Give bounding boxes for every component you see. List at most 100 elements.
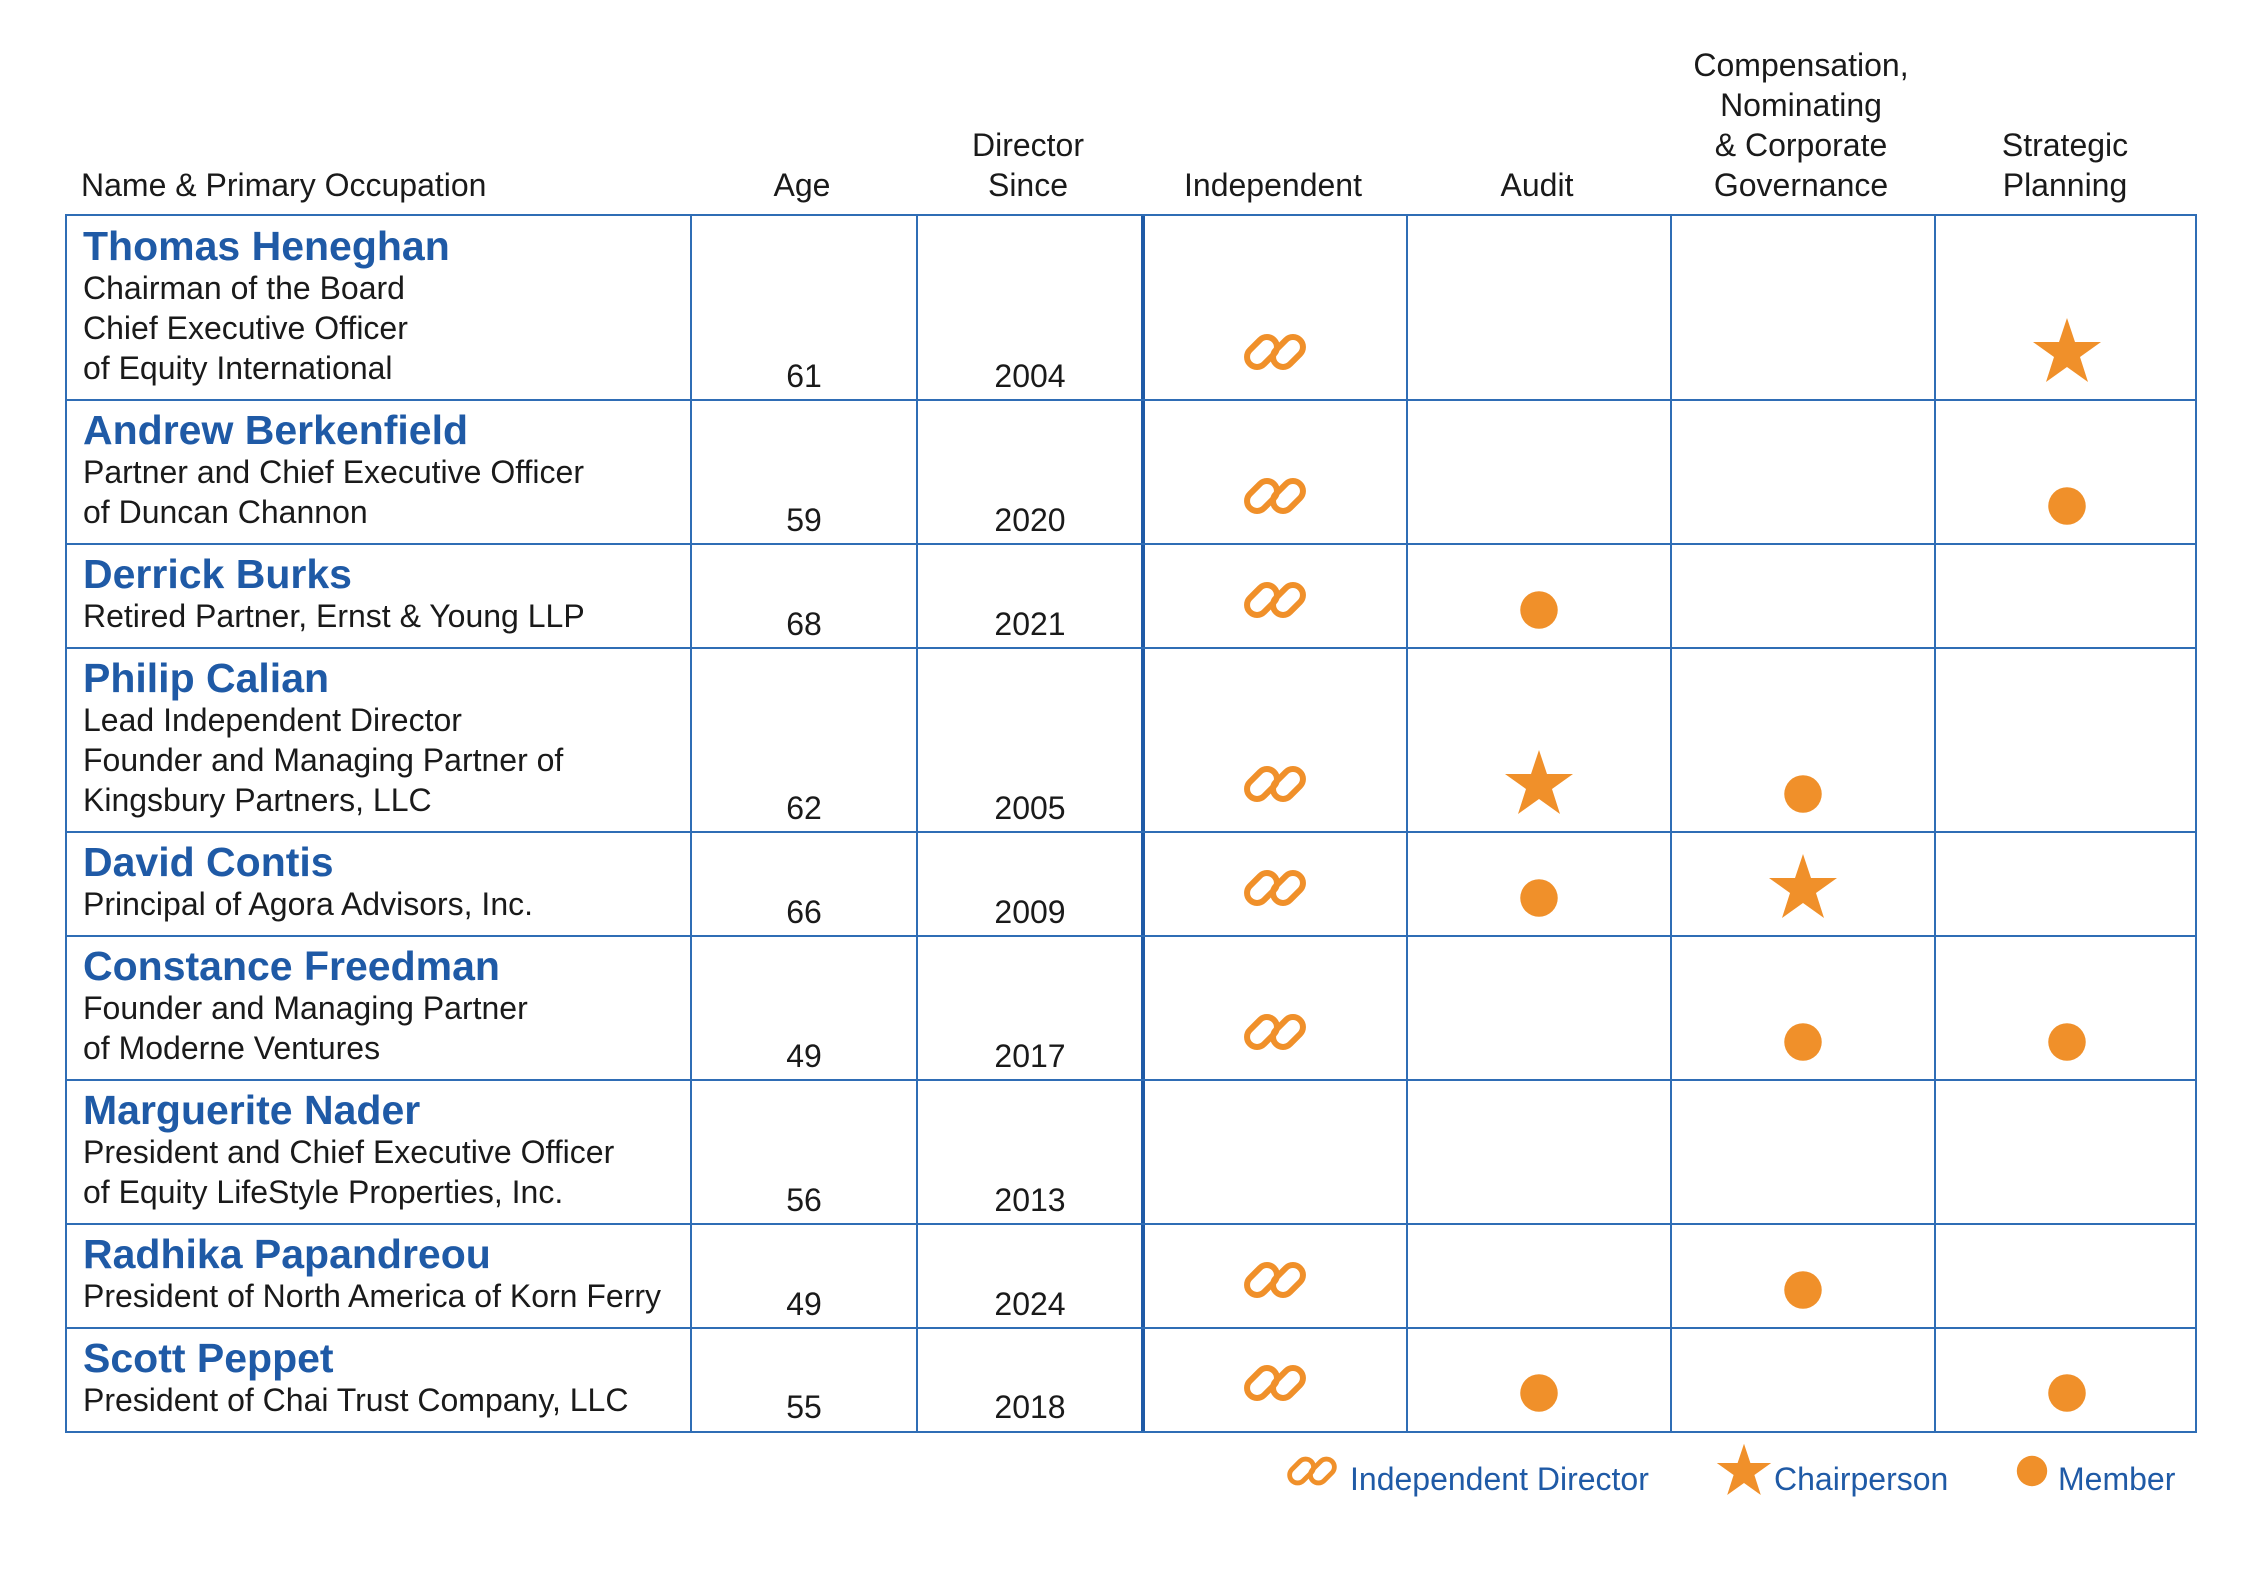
legend-chair-label: Chairperson <box>1774 1461 1949 1497</box>
star-icon <box>1769 854 1837 918</box>
star-icon <box>1505 750 1573 814</box>
director-since: 2020 <box>994 502 1066 538</box>
director-occupation-line: President of Chai Trust Company, LLC <box>83 1382 629 1418</box>
director-age: 55 <box>786 1389 822 1425</box>
director-name: Radhika Papandreou <box>83 1231 491 1277</box>
table-row: Scott Peppet President of Chai Trust Comp… <box>67 1328 2195 1431</box>
director-occupation-line: Chairman of the Board <box>83 270 405 306</box>
director-age: 62 <box>786 790 822 826</box>
table-row: Constance Freedman Founder and Managing P… <box>67 936 2195 1080</box>
director-name: David Contis <box>83 839 334 885</box>
header-name: Name & Primary Occupation <box>81 167 487 203</box>
director-name: Marguerite Nader <box>83 1087 421 1133</box>
header-strategic-line2: Planning <box>2002 167 2128 203</box>
header-compensation-line2: Nominating <box>1720 87 1882 123</box>
legend-member-label: Member <box>2058 1461 2176 1497</box>
row-divider <box>67 831 2195 833</box>
table-divider <box>1406 216 1408 1431</box>
table-divider-thick <box>1141 216 1145 1431</box>
table-row: David Contis Principal of Agora Advisors,… <box>67 832 2195 936</box>
circle-icon <box>2016 1455 2048 1487</box>
header-compensation-line3: & Corporate <box>1714 127 1888 163</box>
header-audit: Audit <box>1500 167 1574 203</box>
table-row: Marguerite Nader President and Chief Exec… <box>67 1080 2195 1224</box>
row-divider <box>67 1079 2195 1081</box>
link-icon <box>1244 870 1306 906</box>
row-divider <box>67 647 2195 649</box>
header-compensation-line4: Governance <box>1713 167 1889 203</box>
director-age: 59 <box>786 502 822 538</box>
director-since: 2005 <box>994 790 1066 826</box>
header-director-since-line1: Director <box>971 127 1084 163</box>
director-occupation-line: of Moderne Ventures <box>83 1030 381 1066</box>
directors-table: Thomas Heneghan Chairman of the Board Chie… <box>65 214 2197 1433</box>
director-since: 2017 <box>994 1038 1066 1074</box>
circle-icon <box>1784 1023 1822 1061</box>
circle-icon <box>2048 487 2086 525</box>
director-occupation-line: Retired Partner, Ernst & Young LLP <box>83 598 585 634</box>
director-since: 2004 <box>994 358 1066 394</box>
director-name: Derrick Burks <box>83 551 352 597</box>
director-occupation-line: Principal of Agora Advisors, Inc. <box>83 886 533 922</box>
table-row: Derrick Burks Retired Partner, Ernst & Yo… <box>67 544 2195 648</box>
director-age: 66 <box>786 894 822 930</box>
row-divider <box>67 1223 2195 1225</box>
header-director-since: Director Since <box>915 125 1141 205</box>
link-icon <box>1244 478 1306 514</box>
header-independent: Independent <box>1184 167 1362 203</box>
director-occupation-line: Founder and Managing Partner <box>83 990 528 1026</box>
link-icon <box>1244 334 1306 370</box>
row-divider <box>67 1327 2195 1329</box>
director-age: 68 <box>786 606 822 642</box>
director-occupation-line: of Duncan Channon <box>83 494 368 530</box>
director-name: Andrew Berkenfield <box>83 407 469 453</box>
director-occupation-line: Partner and Chief Executive Officer <box>83 454 584 490</box>
director-name: Philip Calian <box>83 655 330 701</box>
header-compensation: Compensation, Nominating & Corporate Gov… <box>1669 45 1933 205</box>
director-name: Scott Peppet <box>83 1335 334 1381</box>
header-age: Age <box>773 167 831 203</box>
table-divider <box>916 216 918 1431</box>
star-icon <box>2033 318 2101 382</box>
circle-icon <box>1520 591 1558 629</box>
circle-icon <box>2048 1374 2086 1412</box>
legend: Independent Director Chairperson Member <box>1280 1443 2200 1511</box>
director-name: Thomas Heneghan <box>83 223 450 269</box>
header-strategic-line1: Strategic <box>2001 127 2129 163</box>
table-divider <box>1670 216 1672 1431</box>
link-icon <box>1287 1456 1337 1486</box>
link-icon <box>1244 1365 1306 1401</box>
star-icon <box>1716 1443 1772 1495</box>
link-icon <box>1244 582 1306 618</box>
director-age: 61 <box>786 358 822 394</box>
director-occupation-line: Chief Executive Officer <box>83 310 408 346</box>
table-row: Thomas Heneghan Chairman of the Board Chie… <box>67 216 2195 400</box>
director-since: 2018 <box>994 1389 1066 1425</box>
row-divider <box>67 935 2195 937</box>
row-divider <box>67 399 2195 401</box>
director-since: 2024 <box>994 1286 1066 1322</box>
director-occupation-line: President of North America of Korn Ferry <box>83 1278 661 1314</box>
circle-icon <box>1520 879 1558 917</box>
director-occupation-line: Lead Independent Director <box>83 702 462 738</box>
header-director-since-line2: Since <box>987 167 1069 203</box>
director-occupation-line: President and Chief Executive Officer <box>83 1134 615 1170</box>
director-name: Constance Freedman <box>83 943 500 989</box>
circle-icon <box>1520 1374 1558 1412</box>
director-occupation-line: of Equity International <box>83 350 393 386</box>
director-since: 2021 <box>994 606 1066 642</box>
table-row: Andrew Berkenfield Partner and Chief Exec… <box>67 400 2195 544</box>
table-divider <box>1934 216 1936 1431</box>
director-age: 56 <box>786 1182 822 1218</box>
director-age: 49 <box>786 1286 822 1322</box>
header-compensation-line1: Compensation, <box>1693 47 1909 83</box>
director-since: 2009 <box>994 894 1066 930</box>
legend-independent-label: Independent Director <box>1350 1461 1649 1497</box>
link-icon <box>1244 1014 1306 1050</box>
row-divider <box>67 543 2195 545</box>
table-row: Philip Calian Lead Independent Director Fo… <box>67 648 2195 832</box>
director-since: 2013 <box>994 1182 1066 1218</box>
director-occupation-line: Founder and Managing Partner of <box>83 742 564 778</box>
circle-icon <box>1784 775 1822 813</box>
director-age: 49 <box>786 1038 822 1074</box>
